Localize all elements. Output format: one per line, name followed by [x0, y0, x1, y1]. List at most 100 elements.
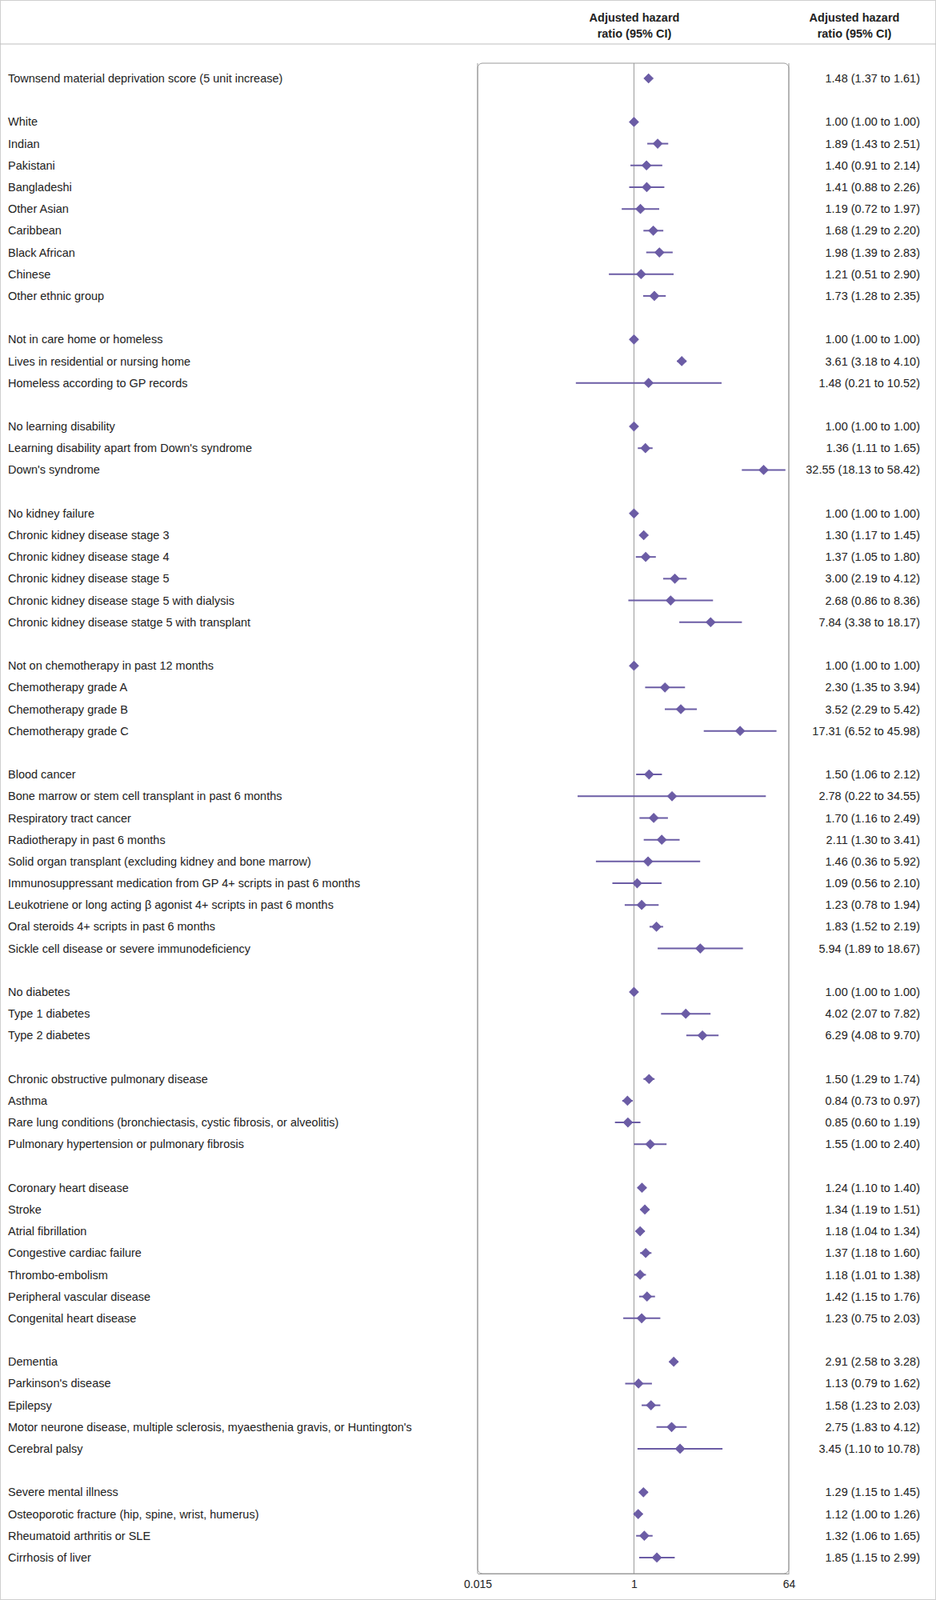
value-label: 1.85 (1.15 to 2.99)	[825, 1551, 921, 1564]
point-estimate	[641, 160, 651, 170]
value-label: 1.89 (1.43 to 2.51)	[825, 137, 921, 151]
value-label: 1.48 (0.21 to 10.52)	[818, 376, 920, 390]
row-label: No learning disability	[8, 420, 116, 433]
value-label: 2.30 (1.35 to 3.94)	[825, 680, 921, 694]
tick-label: 0.015	[464, 1577, 492, 1591]
point-estimate	[652, 1552, 661, 1562]
row-label: Congestive cardiac failure	[8, 1246, 142, 1260]
row-label: Blood cancer	[8, 768, 76, 781]
row-label: Chronic kidney disease stage 5	[8, 572, 170, 585]
point-estimate	[667, 792, 676, 801]
point-estimate	[646, 1400, 656, 1410]
value-label: 1.36 (1.11 to 1.65)	[826, 441, 920, 455]
row-label: No kidney failure	[8, 507, 95, 520]
tick-label: 64	[783, 1577, 796, 1591]
row-label: Type 2 diabetes	[8, 1028, 90, 1042]
point-estimate	[639, 530, 648, 540]
header-rule	[0, 44, 936, 45]
value-label: 2.75 (1.83 to 4.12)	[825, 1420, 921, 1434]
point-estimate	[636, 204, 645, 213]
row-label: Lives in residential or nursing home	[8, 355, 191, 368]
tick-label: 1	[631, 1577, 638, 1591]
row-label: Cerebral palsy	[8, 1442, 84, 1456]
value-label: 6.29 (4.08 to 9.70)	[825, 1028, 921, 1042]
value-label: 1.12 (1.00 to 1.26)	[825, 1508, 921, 1521]
value-label: 1.40 (0.91 to 2.14)	[825, 159, 921, 172]
axis-line	[478, 1573, 790, 1575]
point-estimate	[629, 508, 639, 518]
point-estimate	[644, 73, 653, 83]
row-label: Chemotherapy grade A	[8, 680, 128, 694]
value-label: 1.37 (1.18 to 1.60)	[825, 1246, 921, 1260]
row-label: Pakistani	[8, 159, 56, 172]
point-estimate	[696, 944, 705, 953]
point-estimate	[697, 1031, 707, 1040]
x-axis: 0.015 1 64	[464, 1573, 796, 1591]
point-estimate	[629, 987, 639, 996]
page: Adjusted hazard ratio (95% CI)Adjusted h…	[0, 0, 936, 1600]
row-label: Dementia	[8, 1355, 59, 1368]
value-label: 1.68 (1.29 to 2.20)	[825, 224, 921, 237]
value-label: 1.48 (1.37 to 1.61)	[825, 72, 921, 85]
value-label: 1.30 (1.17 to 1.45)	[825, 528, 921, 542]
point-estimate	[644, 1074, 654, 1084]
point-estimate	[706, 617, 716, 627]
row-label: Not in care home or homeless	[8, 332, 163, 346]
value-label: 0.85 (0.60 to 1.19)	[825, 1116, 921, 1129]
row-label: Oral steroids 4+ scripts in past 6 month…	[8, 920, 216, 933]
row-label: Stroke	[8, 1203, 42, 1216]
row-label: Down's syndrome	[8, 463, 100, 476]
row-label: Radiotherapy in past 6 months	[8, 833, 166, 847]
value-label: 1.19 (0.72 to 1.97)	[825, 202, 921, 216]
value-label: 1.09 (0.56 to 2.10)	[825, 876, 921, 890]
row-label: Respiratory tract cancer	[8, 812, 132, 825]
row-label: Bone marrow or stem cell transplant in p…	[8, 789, 283, 803]
value-label: 1.00 (1.00 to 1.00)	[825, 507, 921, 520]
point-estimate	[642, 182, 652, 192]
value-label: 17.31 (6.52 to 45.98)	[812, 724, 920, 738]
value-label: 1.98 (1.39 to 2.83)	[825, 246, 921, 260]
row-label: Chemotherapy grade C	[8, 724, 129, 738]
value-label: 1.23 (0.75 to 2.03)	[825, 1312, 921, 1325]
value-label: 1.46 (0.36 to 5.92)	[825, 855, 921, 868]
value-label: 1.18 (1.01 to 1.38)	[825, 1268, 921, 1282]
point-estimate	[633, 1379, 643, 1388]
row-label: Osteoporotic fracture (hip, spine, wrist…	[8, 1508, 259, 1521]
value-label: 1.18 (1.04 to 1.34)	[825, 1224, 921, 1238]
value-label: 1.73 (1.28 to 2.35)	[825, 289, 921, 303]
value-label: 1.55 (1.00 to 2.40)	[825, 1137, 921, 1151]
value-label: 5.94 (1.89 to 18.67)	[818, 942, 920, 956]
value-label: 1.83 (1.52 to 2.19)	[825, 920, 921, 933]
value-label: 1.00 (1.00 to 1.00)	[825, 115, 921, 128]
row-label: Caribbean	[8, 224, 62, 237]
point-estimate	[623, 1117, 632, 1127]
row-label: Atrial fibrillation	[8, 1224, 87, 1238]
row-label: Chronic kidney disease stage 4	[8, 550, 170, 564]
row-label: Motor neurone disease, multiple sclerosi…	[8, 1420, 412, 1434]
row-label: No diabetes	[8, 985, 70, 999]
marks	[576, 73, 786, 1562]
row-label: Severe mental illness	[8, 1485, 119, 1499]
value-label: 0.84 (0.73 to 0.97)	[825, 1094, 921, 1108]
point-estimate	[648, 226, 658, 236]
tick: 0.015	[464, 1573, 492, 1591]
point-estimate	[633, 1509, 643, 1519]
point-estimate	[635, 1270, 644, 1280]
point-estimate	[681, 1009, 691, 1019]
row-label: Thrombo-embolism	[8, 1268, 108, 1282]
row-label: Sickle cell disease or severe immunodefi…	[8, 942, 252, 956]
point-estimate	[629, 421, 639, 431]
grid-line	[477, 63, 479, 1574]
plot-frame	[477, 63, 789, 1574]
point-estimate	[640, 1248, 650, 1258]
value-label: 1.21 (0.51 to 2.90)	[825, 268, 921, 281]
value-label: 1.50 (1.29 to 1.74)	[825, 1072, 921, 1086]
grid-line	[633, 63, 635, 1574]
row-label: Townsend material deprivation score (5 u…	[8, 72, 283, 85]
point-estimate	[666, 596, 676, 605]
value-label: 3.61 (3.18 to 4.10)	[825, 355, 921, 368]
point-estimate	[629, 660, 639, 670]
point-estimate	[655, 248, 664, 257]
value-label: 1.00 (1.00 to 1.00)	[825, 659, 921, 672]
value-label: 1.00 (1.00 to 1.00)	[825, 985, 921, 999]
